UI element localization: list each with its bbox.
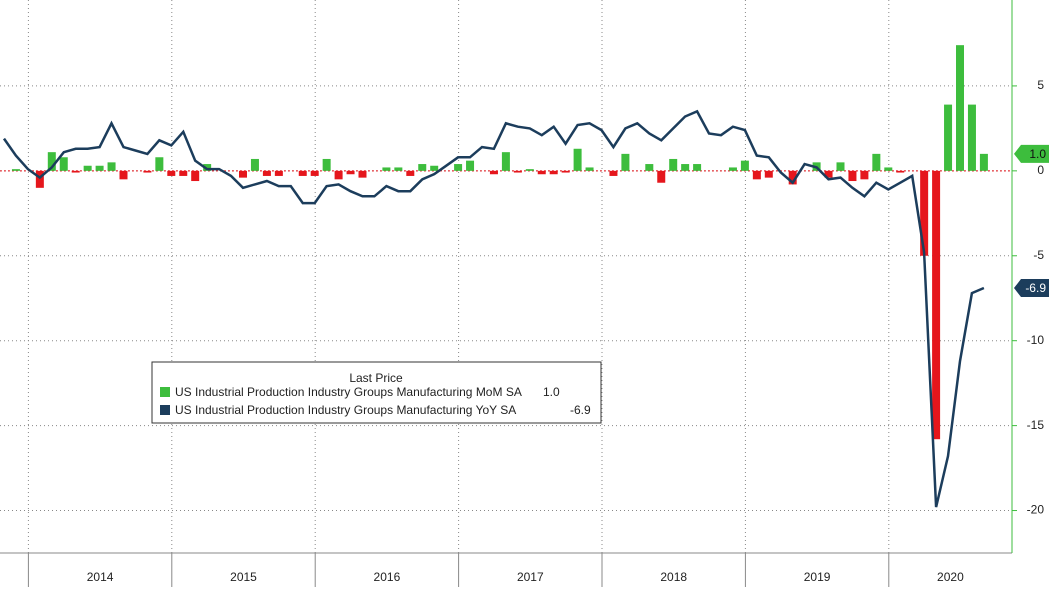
bar xyxy=(621,154,629,171)
y-tick-label: -10 xyxy=(1027,333,1045,347)
bar xyxy=(526,169,534,171)
bar xyxy=(72,171,80,173)
bar xyxy=(562,171,570,173)
bar xyxy=(167,171,175,176)
legend-title: Last Price xyxy=(349,371,403,385)
bar xyxy=(980,154,988,171)
bar xyxy=(239,171,247,178)
bar xyxy=(12,169,20,171)
legend-swatch xyxy=(160,405,170,415)
legend-swatch xyxy=(160,387,170,397)
y-tick-label: 5 xyxy=(1037,78,1044,92)
x-tick-label: 2016 xyxy=(374,570,401,584)
legend-label: US Industrial Production Industry Groups… xyxy=(175,403,516,417)
legend-value: 1.0 xyxy=(543,385,560,399)
x-tick-label: 2018 xyxy=(660,570,687,584)
bar xyxy=(609,171,617,176)
bar xyxy=(538,171,546,174)
bar xyxy=(681,164,689,171)
bar xyxy=(311,171,319,176)
bar xyxy=(753,171,761,179)
bar xyxy=(872,154,880,171)
bar xyxy=(550,171,558,174)
bar xyxy=(837,162,845,170)
bar xyxy=(335,171,343,179)
bar xyxy=(657,171,665,183)
bar xyxy=(323,159,331,171)
bar xyxy=(884,167,892,170)
bar xyxy=(741,161,749,171)
bar xyxy=(418,164,426,171)
bar xyxy=(514,171,522,173)
bar xyxy=(359,171,367,178)
x-tick-label: 2017 xyxy=(517,570,544,584)
bar xyxy=(382,167,390,170)
x-tick-label: 2019 xyxy=(804,570,831,584)
bar xyxy=(108,162,116,170)
bar xyxy=(920,171,928,256)
x-tick-label: 2014 xyxy=(87,570,114,584)
bar xyxy=(693,164,701,171)
legend-value: -6.9 xyxy=(570,403,591,417)
y-tick-label: -15 xyxy=(1027,418,1045,432)
bar xyxy=(347,171,355,174)
bar xyxy=(490,171,498,174)
bar xyxy=(968,105,976,171)
bar xyxy=(586,167,594,170)
bar xyxy=(120,171,128,179)
bar xyxy=(466,161,474,171)
bar xyxy=(944,105,952,171)
bar xyxy=(932,171,940,439)
bar xyxy=(60,157,68,171)
bar xyxy=(848,171,856,181)
y-tick-label: 0 xyxy=(1037,163,1044,177)
bar xyxy=(896,171,904,173)
bar xyxy=(96,166,104,171)
bar xyxy=(765,171,773,178)
bar xyxy=(729,167,737,170)
x-tick-label: 2020 xyxy=(937,570,964,584)
y-tick-label: -20 xyxy=(1027,503,1045,517)
x-tick-label: 2015 xyxy=(230,570,257,584)
bar xyxy=(251,159,259,171)
bar xyxy=(502,152,510,171)
legend: Last Price US Industrial Production Indu… xyxy=(152,362,601,423)
value-tag-label: 1.0 xyxy=(1029,147,1046,161)
bar xyxy=(299,171,307,176)
bar xyxy=(669,159,677,171)
bar xyxy=(263,171,271,176)
bar xyxy=(155,157,163,171)
bar xyxy=(394,167,402,170)
bar xyxy=(454,164,462,171)
bar xyxy=(143,171,151,173)
bar xyxy=(574,149,582,171)
bar xyxy=(860,171,868,179)
bar xyxy=(430,166,438,171)
bar xyxy=(179,171,187,176)
legend-label: US Industrial Production Industry Groups… xyxy=(175,385,522,399)
bar xyxy=(191,171,199,181)
y-tick-label: -5 xyxy=(1033,248,1044,262)
bar xyxy=(36,171,44,188)
value-tag-label: -6.9 xyxy=(1025,281,1046,295)
bar xyxy=(84,166,92,171)
bar xyxy=(645,164,653,171)
bar xyxy=(956,45,964,171)
bar xyxy=(406,171,414,176)
bar xyxy=(275,171,283,176)
